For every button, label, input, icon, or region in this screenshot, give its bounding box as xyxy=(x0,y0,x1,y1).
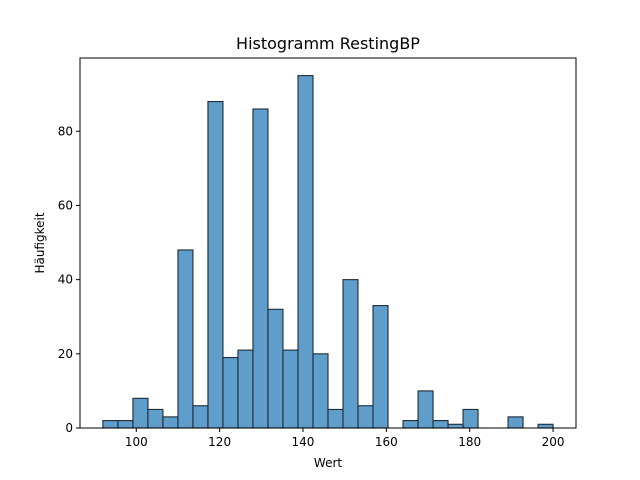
histogram-bar xyxy=(312,353,329,429)
y-tick-label: 80 xyxy=(58,124,73,138)
y-tick-label: 0 xyxy=(65,421,73,435)
histogram-bar xyxy=(207,101,224,429)
histogram-bar xyxy=(267,308,284,429)
y-tick-label: 20 xyxy=(58,347,73,361)
x-tick-label: 160 xyxy=(375,435,398,449)
y-axis-label: Häufigkeit xyxy=(33,212,47,273)
histogram-bar xyxy=(372,305,389,429)
histogram-bar xyxy=(102,420,119,429)
chart-title: Histogramm RestingBP xyxy=(236,34,420,53)
x-tick-label: 200 xyxy=(542,435,565,449)
histogram-bar xyxy=(462,408,479,429)
histogram-bar xyxy=(162,416,179,429)
histogram-bar xyxy=(282,349,299,429)
bars-group xyxy=(102,75,554,429)
histogram-bar xyxy=(447,423,464,429)
y-tick-label: 60 xyxy=(58,198,73,212)
histogram-bar xyxy=(222,356,239,429)
histogram-bar xyxy=(342,279,359,429)
histogram-bar xyxy=(147,408,164,429)
histogram-bar xyxy=(402,420,419,429)
y-tick-label: 40 xyxy=(58,273,73,287)
histogram-bar xyxy=(417,390,434,429)
x-axis-ticks: 100 120 140 160 180 200 xyxy=(125,428,565,449)
histogram-bar xyxy=(132,397,149,429)
histogram-bar xyxy=(297,75,314,429)
y-axis-ticks: 0 20 40 60 80 xyxy=(58,124,80,435)
histogram-bar xyxy=(357,405,374,429)
histogram-bar xyxy=(117,420,134,429)
x-tick-label: 100 xyxy=(125,435,148,449)
histogram-bar xyxy=(537,423,554,429)
histogram-bar xyxy=(432,420,449,429)
x-tick-label: 140 xyxy=(292,435,315,449)
x-tick-label: 120 xyxy=(208,435,231,449)
x-axis-label: Wert xyxy=(314,456,342,470)
histogram-bar xyxy=(507,416,524,429)
x-tick-label: 180 xyxy=(458,435,481,449)
histogram-bar xyxy=(327,408,344,429)
histogram-bar xyxy=(177,249,194,429)
plot-frame xyxy=(79,57,577,429)
histogram-bar xyxy=(237,349,254,429)
histogram-bar xyxy=(192,405,209,429)
histogram-bar xyxy=(252,108,269,429)
